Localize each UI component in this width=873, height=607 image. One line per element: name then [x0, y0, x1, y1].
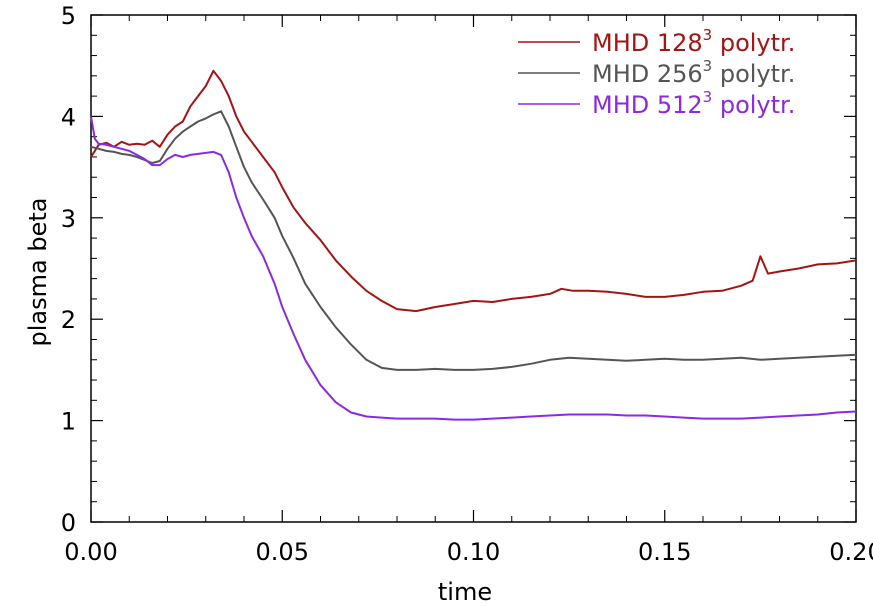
x-tick-label: 0.05 [256, 538, 309, 566]
legend-suffix: polytr. [712, 91, 795, 119]
x-tick-label: 0.10 [447, 538, 500, 566]
legend-superscript: 3 [703, 88, 713, 106]
x-axis-label: time [438, 578, 492, 606]
legend-entry: MHD 2563 polytr. [592, 57, 795, 88]
legend: MHD 1283 polytr.MHD 2563 polytr.MHD 5123… [518, 26, 795, 119]
legend-suffix: polytr. [712, 29, 795, 57]
x-tick-label: 0.00 [64, 538, 117, 566]
legend-superscript: 3 [703, 26, 713, 44]
series-line-2 [90, 110, 857, 371]
y-tick-label: 1 [61, 408, 76, 436]
y-tick-label: 4 [61, 103, 76, 131]
y-tick-label: 0 [61, 509, 76, 537]
series-lines [90, 69, 857, 421]
legend-superscript: 3 [703, 57, 713, 75]
series-line-1 [90, 69, 857, 313]
legend-entry: MHD 1283 polytr. [592, 26, 795, 57]
legend-name: MHD 128 [592, 29, 703, 57]
tick-labels: 0.00 0.05 0.10 0.15 0.20 0 1 2 3 4 5 [61, 2, 873, 566]
legend-suffix: polytr. [712, 60, 795, 88]
legend-name: MHD 256 [592, 60, 703, 88]
x-tick-label: 0.20 [829, 538, 873, 566]
y-tick-label: 2 [61, 306, 76, 334]
legend-entry: MHD 5123 polytr. [592, 88, 795, 119]
y-tick-label: 5 [61, 2, 76, 30]
legend-name: MHD 512 [592, 91, 703, 119]
y-axis-label: plasma beta [24, 198, 52, 347]
y-tick-label: 3 [61, 205, 76, 233]
x-tick-label: 0.15 [638, 538, 691, 566]
series-line-3 [90, 116, 857, 421]
